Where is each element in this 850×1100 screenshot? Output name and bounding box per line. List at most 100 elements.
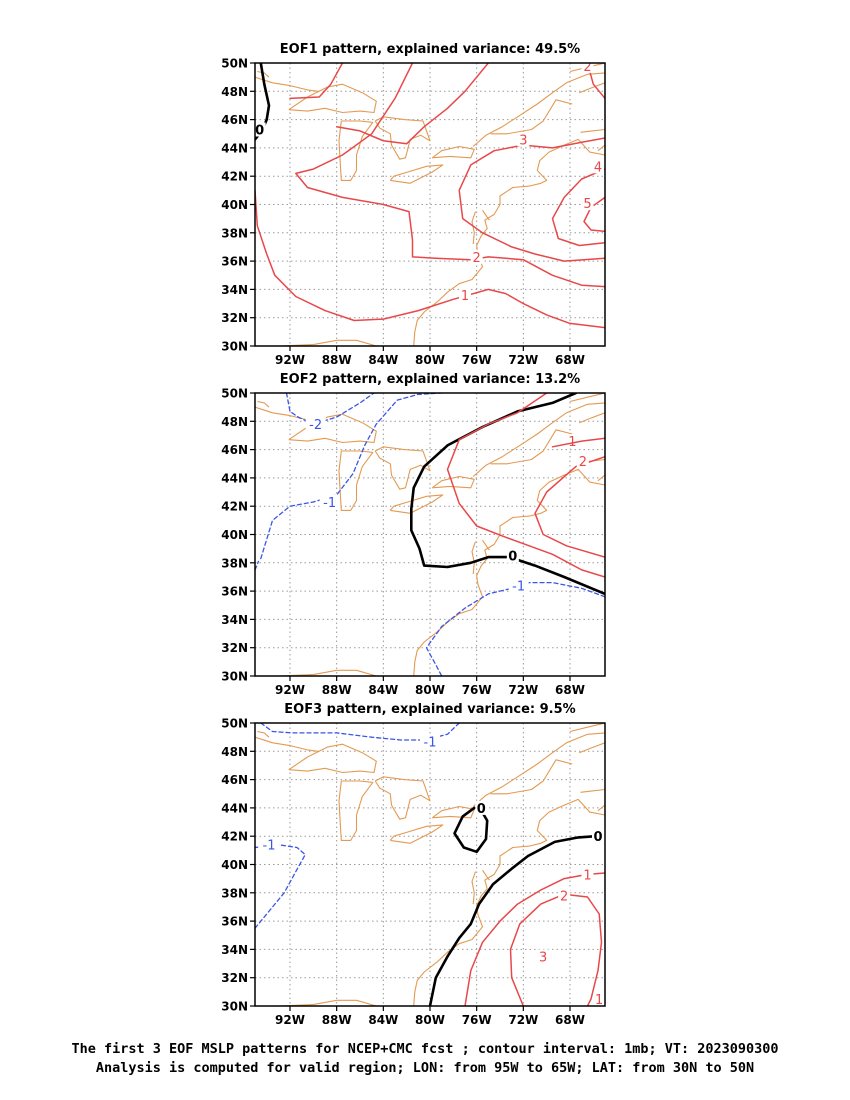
y-tick-label: 50N	[221, 57, 248, 71]
x-tick-label: 76W	[462, 353, 492, 367]
contour-label-bg	[470, 249, 483, 264]
coastline	[472, 402, 605, 477]
coastline	[579, 412, 605, 424]
y-tick-label: 36N	[221, 255, 248, 269]
x-tick-label: 80W	[415, 683, 445, 697]
coastline	[338, 450, 374, 511]
map-layer: 0 1 2 2 3 4 5	[255, 60, 605, 346]
contour-label-bg	[508, 578, 529, 593]
coastline	[269, 339, 377, 346]
y-tick-label: 34N	[221, 283, 248, 297]
contour-label-bg	[576, 453, 589, 468]
y-tick-label: 50N	[221, 387, 248, 401]
coastline	[269, 999, 377, 1006]
coastline	[257, 70, 270, 78]
x-tick-label: 80W	[415, 353, 445, 367]
coastline	[482, 869, 490, 881]
coastline	[471, 541, 477, 575]
y-tick-label: 36N	[221, 915, 248, 929]
coastline	[257, 400, 270, 408]
coastline	[269, 669, 377, 676]
contour-line	[551, 168, 605, 247]
y-tick-label: 46N	[221, 773, 248, 787]
contour-line	[551, 437, 605, 448]
x-tick-label: 84W	[368, 683, 398, 697]
y-tick-label: 40N	[221, 858, 248, 872]
contour-label: 1	[595, 993, 603, 1008]
contour-label-bg	[319, 494, 340, 509]
contour-line	[453, 805, 489, 854]
x-tick-label: 72W	[508, 683, 538, 697]
contour-label: 2	[473, 251, 481, 266]
contour-label-bg	[517, 132, 530, 147]
contour-line	[509, 893, 603, 1006]
y-tick-label: 42N	[221, 170, 248, 184]
contour-label-bg	[506, 548, 519, 563]
y-tick-label: 44N	[221, 141, 248, 155]
y-tick-label: 38N	[221, 886, 248, 900]
y-tick-label: 48N	[221, 745, 248, 759]
contour-label-bg	[420, 734, 440, 749]
x-tick-label: 76W	[462, 683, 492, 697]
coastline	[413, 468, 605, 676]
y-tick-label: 30N	[221, 670, 248, 684]
coastline	[490, 429, 573, 465]
coastlines	[255, 63, 605, 346]
y-tick-label: 42N	[221, 830, 248, 844]
contour-label: 4	[594, 160, 602, 175]
contour-label-bg	[259, 837, 279, 852]
contour-label-bg	[566, 434, 579, 449]
contour-label-bg	[581, 63, 594, 73]
x-tick-label: 80W	[415, 1013, 445, 1027]
contour-line	[295, 63, 605, 288]
y-tick-label: 36N	[221, 585, 248, 599]
y-tick-label: 44N	[221, 801, 248, 815]
contour-label: 1	[461, 289, 469, 304]
coastline	[580, 128, 605, 133]
contour-label: 2	[583, 60, 591, 75]
coastline	[374, 116, 431, 160]
coastline	[490, 759, 573, 795]
contour-label-bg	[558, 888, 571, 903]
y-tick-label: 48N	[221, 415, 248, 429]
contour-label: 3	[519, 133, 527, 148]
contour-line	[583, 196, 605, 233]
contour-label: 2	[560, 890, 568, 905]
y-tick-label: 30N	[221, 340, 248, 354]
caption-line-1: The first 3 EOF MSLP patterns for NCEP+C…	[71, 1041, 779, 1057]
x-tick-label: 92W	[275, 1013, 305, 1027]
contour-label: 1	[583, 868, 591, 883]
x-tick-label: 68W	[555, 353, 585, 367]
contour-label: 0	[477, 802, 486, 817]
coastlines	[255, 723, 605, 1006]
contour-line	[285, 393, 375, 425]
contour-label-bg	[581, 867, 594, 882]
x-tick-label: 88W	[322, 1013, 352, 1027]
coastline	[597, 804, 605, 812]
x-tick-label: 88W	[322, 353, 352, 367]
caption-line-2: Analysis is computed for valid region; L…	[95, 1060, 755, 1076]
y-tick-label: 46N	[221, 443, 248, 457]
x-tick-label: 88W	[322, 683, 352, 697]
contour-label-bg	[592, 159, 604, 174]
coastline	[597, 144, 605, 152]
contour-line	[260, 393, 443, 560]
contour-label: 0	[593, 830, 602, 845]
coastline	[413, 798, 605, 1006]
coastline	[431, 475, 475, 489]
x-tick-label: 84W	[368, 1013, 398, 1027]
contour-line	[534, 455, 605, 558]
panel-1: EOF1 pattern, explained variance: 49.5% 0…	[221, 42, 606, 367]
coastline	[338, 120, 374, 181]
panel-title: EOF3 pattern, explained variance: 9.5%	[284, 702, 575, 717]
contour-label: 0	[508, 550, 517, 565]
contour-line	[255, 189, 605, 329]
contour-label: 3	[539, 950, 547, 965]
panel-3: EOF3 pattern, explained variance: 9.5% 0 0…	[221, 702, 606, 1027]
coastline	[597, 474, 605, 482]
coastline	[471, 871, 477, 905]
contour-label: -2	[309, 418, 322, 433]
coastline	[569, 723, 605, 733]
y-tick-label: 38N	[221, 556, 248, 570]
